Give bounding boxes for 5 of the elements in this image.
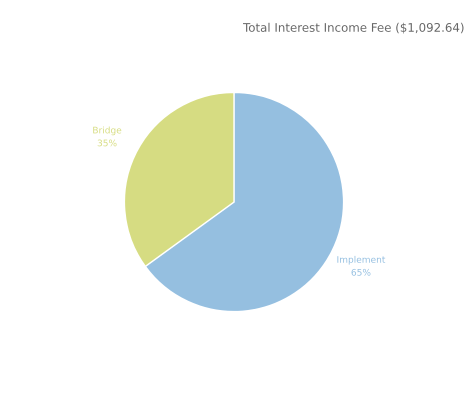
slice-label: Implement <box>337 256 386 265</box>
chart-title: Total Interest Income Fee ($1,092.64) <box>243 22 464 34</box>
data-label: 35% <box>98 140 117 146</box>
data-label: 65% <box>352 268 370 276</box>
slice-label: Bridge <box>93 126 122 136</box>
